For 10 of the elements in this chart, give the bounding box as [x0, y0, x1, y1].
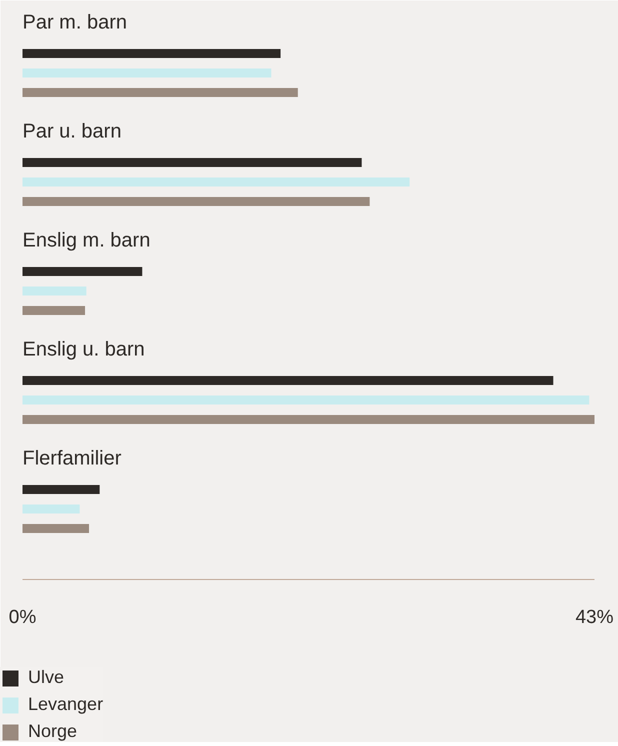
y-tick-label: Par u. barn	[22, 120, 122, 142]
legend-label: Levanger	[28, 694, 104, 715]
legend-label: Ulve	[28, 667, 64, 688]
legend-label: Norge	[28, 721, 78, 742]
y-tick-label: Flerfamilier	[22, 448, 122, 470]
y-tick-label: Par m. barn	[22, 12, 127, 34]
y-tick-label: Enslig u. barn	[22, 338, 145, 360]
x-tick-label: 43%	[575, 607, 614, 628]
x-tick-label: 0%	[8, 607, 36, 628]
y-tick-label: Enslig m. barn	[22, 230, 150, 252]
